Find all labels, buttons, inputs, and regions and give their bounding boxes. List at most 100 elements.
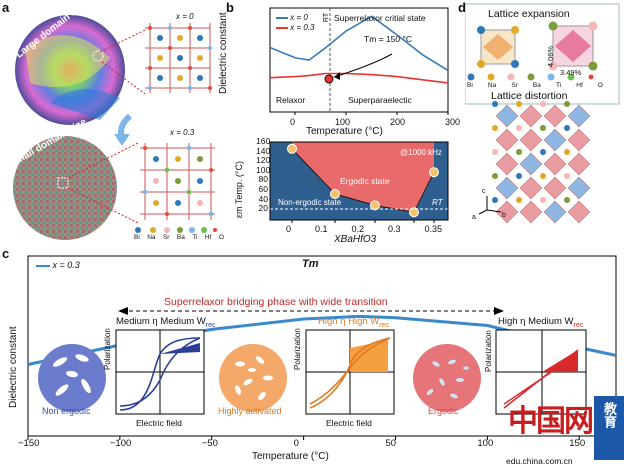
panel-d-figure: [465, 3, 620, 224]
a-site-atom: [516, 197, 522, 203]
octahedron: [519, 128, 543, 152]
state-activated: Highly activated: [218, 406, 282, 416]
panel-c-ylabel: Dielectric constant: [8, 326, 19, 408]
lattice-x0: [145, 23, 213, 93]
a-site-atom: [516, 125, 522, 131]
panel-b-bottom-xlabel: XBaHfO3: [334, 234, 377, 245]
c-xtick-label: 0: [293, 438, 299, 449]
expansion-cube-right: [548, 21, 598, 71]
efield-1: Electric field: [136, 418, 182, 428]
panel-b-xlabel: Temperature (°C): [306, 126, 383, 137]
a-site-atom: [540, 149, 546, 155]
panel-b-xticks: 0 100 200 300: [290, 117, 460, 127]
octahedron: [543, 104, 567, 128]
a-site-atom: [564, 149, 570, 155]
a-site-atom: [516, 149, 522, 155]
panel-c-xlabel: Temperature (°C): [252, 451, 329, 462]
ergodic-point: [409, 207, 419, 218]
a-site-atom: [540, 197, 546, 203]
octahedron: [519, 200, 543, 224]
polarization-3: Polarization: [484, 330, 493, 372]
octahedron: [543, 128, 567, 152]
octahedron: [519, 104, 543, 128]
loop1-title: Medium η Medium Wrec: [116, 316, 216, 329]
panel-b-bottom-xticks: 0 0.1 0.2 0.3 0.35: [286, 224, 442, 234]
rt-label-bottom: RT: [432, 198, 443, 207]
octahedron: [495, 128, 519, 152]
octahedron: [567, 200, 591, 224]
lattice-distortion-title: Lattice distortion: [491, 90, 568, 102]
octahedron: [567, 128, 591, 152]
octahedron: [567, 104, 591, 128]
state-ergodic: Ergodic: [428, 406, 459, 416]
lattice-expansion-title: Lattice expansion: [488, 8, 570, 20]
polarization-2: Polarization: [293, 328, 302, 370]
ergodic-point: [370, 200, 380, 211]
rt-marker: [324, 74, 334, 84]
state-nonergodic: Non ergodic: [42, 406, 91, 416]
octahedron: [495, 200, 519, 224]
ergodic-region: [292, 142, 434, 213]
panel-b-top-frame: [269, 7, 449, 113]
c-xtick-label: 100: [477, 438, 494, 449]
octahedron: [543, 200, 567, 224]
watermark-logo: 中国网: [508, 404, 594, 439]
panel-d-label: d: [458, 0, 466, 15]
axis-c: c: [482, 188, 486, 195]
superpara-label: Superparaelectic: [348, 95, 412, 105]
curve-x0: [269, 15, 449, 72]
axis-a: a: [472, 214, 476, 221]
freq-label: @1000 kHz: [400, 148, 442, 157]
c-xtick-label: 50: [385, 438, 397, 449]
watermark-url: edu.china.com.cn: [506, 456, 573, 466]
bridging-label: Superrelaxor bridging phase with wide tr…: [164, 296, 388, 308]
c-xtick-label: −50: [201, 438, 218, 449]
panel-b-figure: [269, 7, 449, 223]
ergodic-point: [287, 143, 297, 154]
panel-a-element-legend: Bi Na Sr Ba Ti Hf O: [134, 234, 224, 241]
panel-b-ylabel: Dielectric constant: [218, 12, 229, 94]
pe-loop-1: [115, 329, 205, 415]
panel-c-label: c: [2, 246, 10, 261]
nonergodic-label: Non-ergodic state: [278, 198, 342, 207]
a-site-atom: [516, 173, 522, 179]
panel-c-figure: [27, 255, 617, 440]
a-site-atom: [564, 173, 570, 179]
x03-label: x = 0.3: [170, 128, 195, 137]
ergodic-circle: [413, 344, 481, 412]
a-site-atom: [492, 149, 498, 155]
efield-2: Electric field: [326, 418, 372, 428]
a-site-atom: [564, 101, 570, 107]
octahedron: [519, 152, 543, 176]
legend-b-x0: x = 0: [276, 13, 308, 22]
a-site-atom: [492, 125, 498, 131]
expansion-cube-left: [477, 26, 519, 68]
superrelaxor-label: Superrelaxor critial state: [334, 13, 426, 23]
axis-b: b: [502, 212, 506, 219]
c-xtick-label: −150: [18, 438, 40, 449]
ergodic-label: Ergodic state: [340, 176, 390, 186]
panel-d-element-legend: Bi Na Sr Ba Ti Hf O: [467, 82, 603, 89]
pct-406: 4.06%: [546, 45, 556, 68]
a-site-atom: [492, 197, 498, 203]
panel-b-label: b: [226, 0, 234, 15]
distortion-lattice: [492, 101, 591, 224]
relaxor-label: Relaxor: [276, 95, 306, 105]
a-site-atom: [492, 101, 498, 107]
panel-b-bottom-ylabel: εm Temp. (°C): [234, 161, 244, 218]
octahedron: [495, 176, 519, 200]
octahedron: [543, 152, 567, 176]
panel-b-yticks: 160 140 120 100 80 60 40 20: [256, 136, 271, 214]
a-site-atom: [516, 101, 522, 107]
loop2-title: High η High Wrec: [318, 316, 389, 329]
c-xtick-label: −100: [109, 438, 132, 449]
loop3-title: High η Medium Wrec: [498, 316, 584, 329]
c-xtick-label: 150: [569, 438, 586, 449]
x0-label: x = 0: [176, 12, 194, 21]
tm-label: Tm = 150 °C: [364, 34, 413, 44]
a-site-atom: [492, 173, 498, 179]
octahedron: [519, 176, 543, 200]
pe-loop-2: [305, 329, 395, 415]
rt-label-top: RT: [323, 12, 331, 23]
polarization-1: Polarization: [103, 328, 112, 370]
